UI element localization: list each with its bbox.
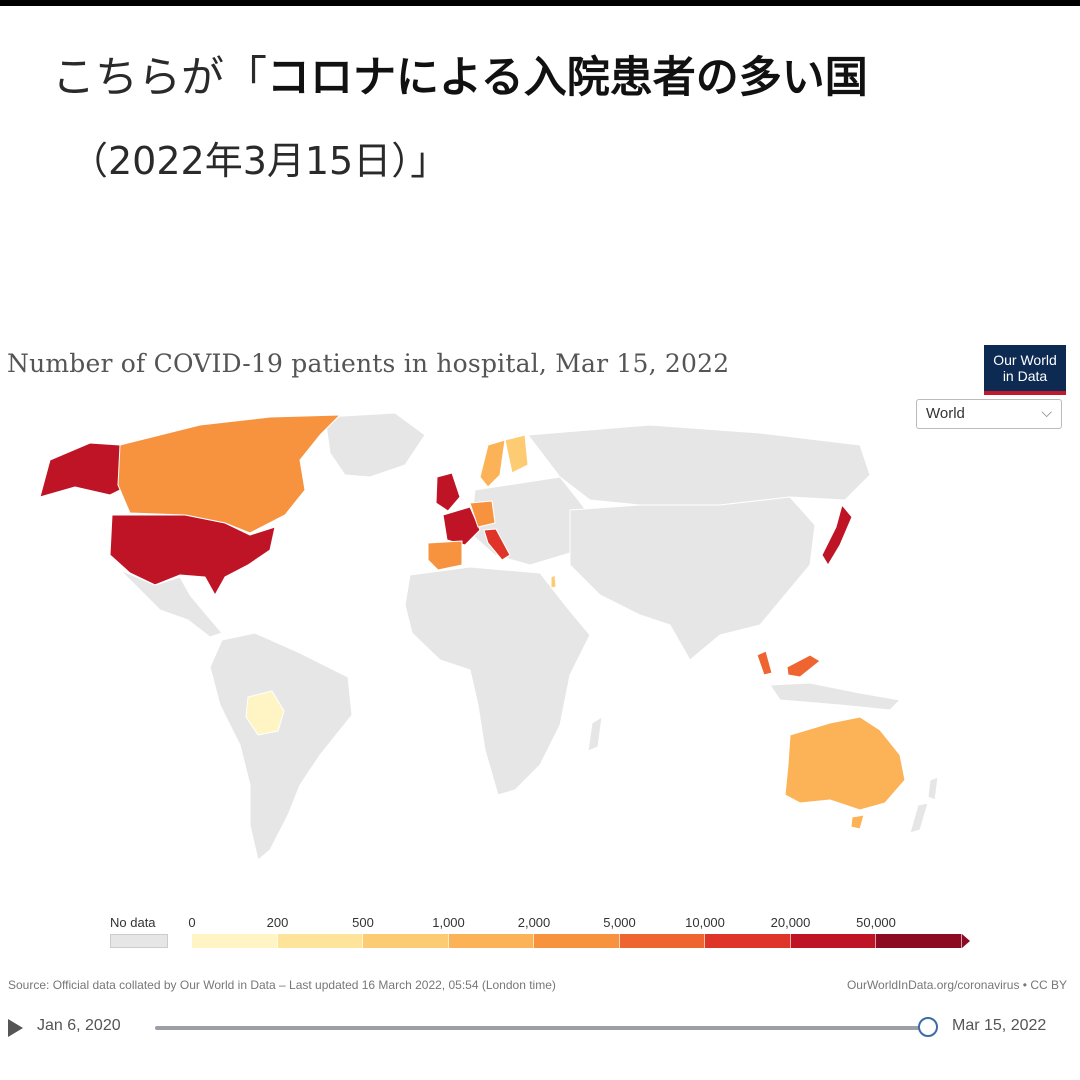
country-italy[interactable] xyxy=(483,528,511,561)
logo-line2: in Data xyxy=(1002,368,1048,384)
legend-tick-label: 200 xyxy=(266,915,289,930)
top-bar xyxy=(0,0,1080,6)
country-tasmania[interactable] xyxy=(850,814,865,830)
country-spain[interactable] xyxy=(427,540,463,571)
legend-bin-swatch[interactable] xyxy=(534,934,620,948)
country-uk[interactable] xyxy=(435,472,461,512)
post-caption: こちらが「コロナによる入院患者の多い国 xyxy=(52,48,868,108)
legend-tick-label: 50,000 xyxy=(856,915,896,930)
country-mexico[interactable] xyxy=(119,569,223,638)
country-greenland[interactable] xyxy=(324,412,426,478)
legend-bin-swatch[interactable] xyxy=(277,934,363,948)
country-australia[interactable] xyxy=(784,716,906,811)
legend-tick-label: 10,000 xyxy=(685,915,725,930)
legend-bin-swatch[interactable] xyxy=(876,934,962,948)
country-russia[interactable] xyxy=(527,424,871,506)
legend-bin-swatch[interactable] xyxy=(192,934,278,948)
country-indonesia[interactable] xyxy=(769,682,901,711)
legend-tick-label: 2,000 xyxy=(517,915,551,930)
legend-nodata-swatch xyxy=(110,934,168,948)
country-asia[interactable] xyxy=(569,496,816,661)
region-selected: World xyxy=(926,405,965,422)
country-bolivia[interactable] xyxy=(245,690,285,736)
play-icon[interactable] xyxy=(8,1019,23,1037)
legend-nodata-label: No data xyxy=(110,915,156,930)
country-germany[interactable] xyxy=(469,500,496,528)
legend-tick-label: 1,000 xyxy=(432,915,465,930)
legend-tick-label: 20,000 xyxy=(770,915,811,930)
country-sweden[interactable] xyxy=(479,439,506,488)
legend-tick-label: 5,000 xyxy=(603,915,636,930)
country-france[interactable] xyxy=(442,506,481,546)
country-madagascar[interactable] xyxy=(587,716,603,752)
owid-logo[interactable]: Our World in Data xyxy=(984,345,1066,395)
logo-line1: Our World xyxy=(993,352,1057,368)
legend-bin-swatch[interactable] xyxy=(448,934,534,948)
attribution-link[interactable]: OurWorldInData.org/coronavirus • CC BY xyxy=(846,978,1067,992)
caption-prefix: こちらが「 xyxy=(52,53,267,103)
country-canada[interactable] xyxy=(117,414,341,534)
country-africa[interactable] xyxy=(404,566,591,796)
country-usa[interactable] xyxy=(109,514,276,596)
timeline: Jan 6, 2020 Mar 15, 2022 xyxy=(0,1013,1080,1043)
legend-bin-swatch[interactable] xyxy=(790,934,876,948)
legend-tick-label: 500 xyxy=(352,915,374,930)
world-map[interactable] xyxy=(0,405,1080,905)
country-new-zealand[interactable] xyxy=(909,776,939,834)
legend-bin-swatch[interactable] xyxy=(705,934,791,948)
legend-bin-swatch[interactable] xyxy=(363,934,449,948)
chart-title: Number of COVID-19 patients in hospital,… xyxy=(7,349,730,378)
caption-bold: コロナによる入院患者の多い国 xyxy=(267,53,868,103)
country-israel[interactable] xyxy=(550,574,557,589)
map-legend: No data 0 200 500 1,000 2,000 5,000 10,000 20,0… xyxy=(0,915,1080,955)
country-malaysia-borneo[interactable] xyxy=(786,654,821,678)
country-malaysia-peninsula[interactable] xyxy=(756,650,773,676)
region-select[interactable]: World ⌵ xyxy=(916,399,1062,429)
timeline-handle[interactable] xyxy=(918,1017,938,1037)
caption-date: （2022年3月15日）」 xyxy=(70,139,449,183)
chart-panel: Number of COVID-19 patients in hospital,… xyxy=(0,325,1080,1055)
source-note: Source: Official data collated by Our Wo… xyxy=(8,978,556,992)
country-finland[interactable] xyxy=(504,434,529,474)
chevron-down-icon: ⌵ xyxy=(1041,404,1052,420)
legend-bin-swatch[interactable] xyxy=(619,934,705,948)
timeline-start-label: Jan 6, 2020 xyxy=(37,1017,121,1034)
legend-tick-label: 0 xyxy=(188,915,196,930)
timeline-end-label: Mar 15, 2022 xyxy=(952,1017,1047,1034)
country-south-america[interactable] xyxy=(209,632,353,861)
country-japan[interactable] xyxy=(821,504,853,566)
country-alaska[interactable] xyxy=(39,442,131,498)
timeline-track[interactable] xyxy=(155,1026,930,1030)
legend-arrow-icon xyxy=(961,934,970,948)
